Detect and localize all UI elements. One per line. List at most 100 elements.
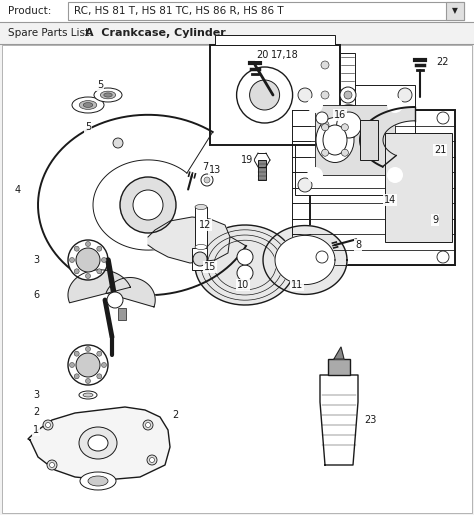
Polygon shape bbox=[106, 278, 155, 307]
Bar bbox=[118, 308, 126, 320]
Ellipse shape bbox=[195, 204, 207, 210]
Circle shape bbox=[70, 258, 74, 263]
Text: 3: 3 bbox=[33, 255, 39, 265]
Bar bbox=[0, 0, 474, 22]
Circle shape bbox=[341, 149, 348, 156]
Circle shape bbox=[437, 251, 449, 263]
Ellipse shape bbox=[80, 472, 116, 490]
Circle shape bbox=[204, 177, 210, 183]
Ellipse shape bbox=[88, 476, 108, 486]
Circle shape bbox=[340, 87, 356, 103]
Text: 11: 11 bbox=[291, 280, 303, 290]
Ellipse shape bbox=[330, 105, 368, 145]
Ellipse shape bbox=[79, 100, 97, 109]
Circle shape bbox=[97, 246, 102, 251]
Circle shape bbox=[113, 138, 123, 148]
Polygon shape bbox=[275, 235, 335, 285]
Circle shape bbox=[76, 248, 100, 272]
Text: Spare Parts List:: Spare Parts List: bbox=[8, 28, 93, 38]
Circle shape bbox=[107, 292, 123, 308]
Circle shape bbox=[74, 246, 79, 251]
Bar bbox=[295, 85, 415, 195]
Polygon shape bbox=[68, 270, 130, 303]
Bar bbox=[310, 110, 455, 265]
Circle shape bbox=[74, 269, 79, 274]
Circle shape bbox=[133, 190, 163, 220]
Bar bbox=[315, 105, 395, 175]
Polygon shape bbox=[360, 107, 415, 167]
Text: ▼: ▼ bbox=[452, 7, 458, 15]
Circle shape bbox=[321, 149, 328, 156]
Bar bbox=[328, 359, 350, 375]
Circle shape bbox=[321, 124, 328, 131]
Text: Product:: Product: bbox=[8, 6, 51, 16]
Circle shape bbox=[85, 379, 91, 384]
Ellipse shape bbox=[79, 427, 117, 459]
Circle shape bbox=[387, 97, 403, 113]
Polygon shape bbox=[320, 375, 358, 465]
Text: 20: 20 bbox=[256, 50, 268, 60]
Circle shape bbox=[143, 420, 153, 430]
Ellipse shape bbox=[83, 393, 93, 397]
Text: 23: 23 bbox=[364, 415, 376, 425]
Circle shape bbox=[49, 462, 55, 468]
Circle shape bbox=[146, 422, 151, 427]
Circle shape bbox=[321, 121, 329, 129]
Circle shape bbox=[70, 363, 74, 368]
Text: 19: 19 bbox=[241, 155, 253, 165]
Circle shape bbox=[74, 351, 79, 356]
Circle shape bbox=[85, 347, 91, 352]
Circle shape bbox=[47, 460, 57, 470]
Circle shape bbox=[97, 269, 102, 274]
Circle shape bbox=[298, 88, 312, 102]
Bar bbox=[192, 248, 207, 270]
Text: 2: 2 bbox=[172, 410, 178, 420]
Circle shape bbox=[316, 112, 328, 124]
Circle shape bbox=[46, 422, 51, 427]
Ellipse shape bbox=[100, 91, 116, 99]
Circle shape bbox=[201, 174, 213, 186]
Circle shape bbox=[68, 240, 108, 280]
Bar bbox=[210, 45, 340, 145]
Ellipse shape bbox=[316, 117, 354, 163]
Text: 5: 5 bbox=[97, 80, 103, 90]
Text: 3: 3 bbox=[33, 390, 39, 400]
Text: 9: 9 bbox=[432, 215, 438, 225]
Ellipse shape bbox=[323, 125, 347, 155]
Text: 1: 1 bbox=[33, 425, 39, 435]
Circle shape bbox=[68, 345, 108, 385]
Text: 6: 6 bbox=[33, 290, 39, 300]
Text: 12: 12 bbox=[199, 220, 211, 230]
Bar bbox=[340, 53, 355, 137]
Circle shape bbox=[237, 67, 292, 123]
Ellipse shape bbox=[83, 102, 93, 108]
Circle shape bbox=[398, 88, 412, 102]
Circle shape bbox=[321, 91, 329, 99]
Text: 10: 10 bbox=[237, 280, 249, 290]
Text: 8: 8 bbox=[355, 240, 361, 250]
Circle shape bbox=[341, 124, 348, 131]
Text: 14: 14 bbox=[384, 195, 396, 205]
Polygon shape bbox=[148, 217, 230, 263]
Text: 15: 15 bbox=[204, 262, 216, 272]
Ellipse shape bbox=[94, 88, 122, 102]
Bar bbox=[385, 133, 452, 242]
Text: 7: 7 bbox=[202, 162, 208, 172]
Circle shape bbox=[307, 167, 323, 183]
Polygon shape bbox=[263, 226, 347, 295]
Bar bbox=[360, 120, 378, 160]
Circle shape bbox=[321, 61, 329, 69]
Text: 22: 22 bbox=[437, 57, 449, 67]
Text: 2: 2 bbox=[33, 407, 39, 417]
Circle shape bbox=[97, 351, 102, 356]
Circle shape bbox=[85, 273, 91, 279]
Ellipse shape bbox=[72, 97, 104, 113]
Circle shape bbox=[193, 252, 207, 266]
Bar bbox=[195, 207, 207, 247]
Circle shape bbox=[237, 249, 253, 265]
Ellipse shape bbox=[79, 391, 97, 399]
Polygon shape bbox=[28, 407, 170, 480]
Circle shape bbox=[307, 97, 323, 113]
Circle shape bbox=[101, 258, 107, 263]
Text: 4: 4 bbox=[15, 185, 21, 195]
